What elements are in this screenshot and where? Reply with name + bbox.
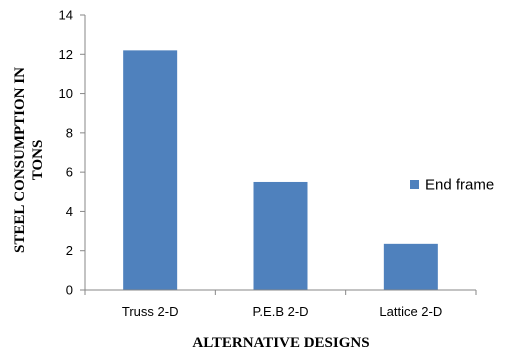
y-tick-label: 10 [59,86,73,101]
x-tick-label: P.E.B 2-D [252,304,308,319]
x-axis-ticks: Truss 2-D P.E.B 2-D Lattice 2-D [84,290,477,319]
y-tick-label: 14 [59,8,73,23]
y-tick-label: 0 [66,283,73,298]
y-tick-label: 8 [66,125,73,140]
x-tick-label: Truss 2-D [122,304,179,319]
y-tick-label: 12 [59,47,73,62]
y-axis-title-line-2: TONS [30,140,46,181]
legend: End frame [410,177,494,194]
y-tick-label: 2 [66,243,73,258]
legend-label-end-frame: End frame [425,177,494,194]
bar-p-e-b-2-d [253,181,308,290]
y-axis-ticks: 0 2 4 6 8 10 12 14 [59,8,85,298]
bar-lattice-2-d [383,243,438,290]
legend-swatch-end-frame [410,180,419,189]
x-tick-label: Lattice 2-D [379,304,442,319]
y-tick-label: 4 [66,204,73,219]
x-axis-title: ALTERNATIVE DESIGNS [192,335,369,351]
y-tick-label: 6 [66,165,73,180]
bars [123,50,438,290]
y-axis-title: STEEL CONSUMPTION IN TONS [12,67,46,253]
y-axis-title-line-1: STEEL CONSUMPTION IN [12,67,28,253]
bar-truss-2-d [123,50,178,290]
